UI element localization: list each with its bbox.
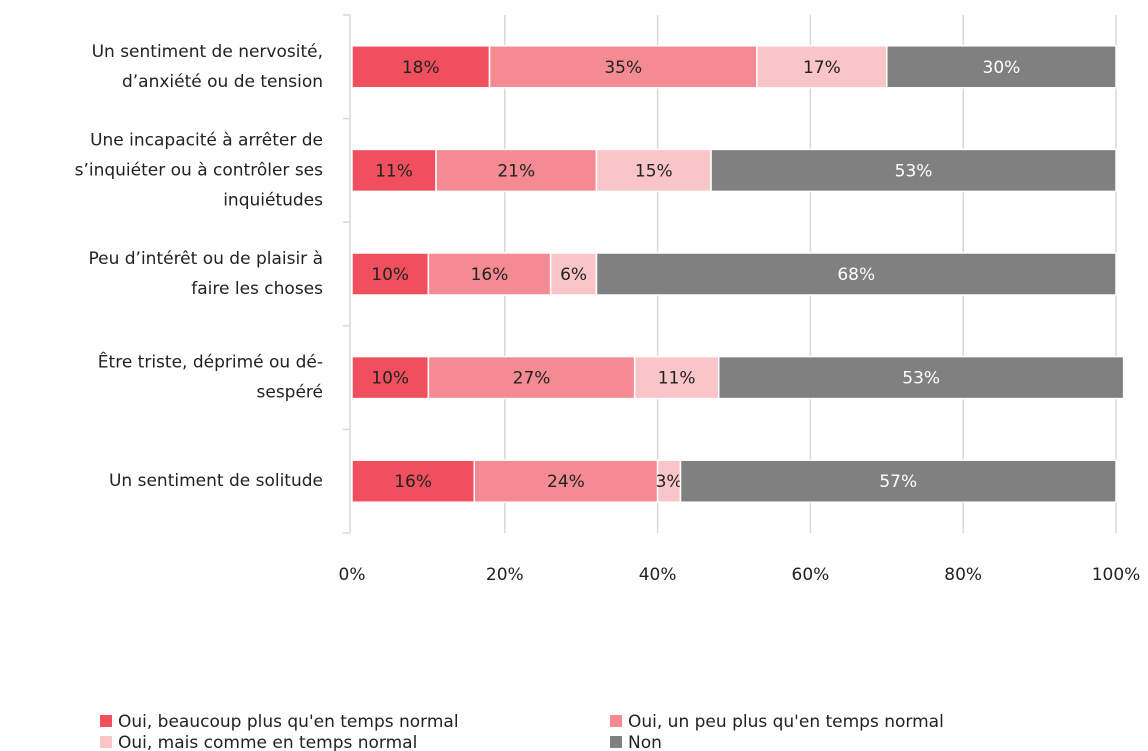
category-label: Peu d’intérêt ou de plaisir à: [88, 249, 323, 269]
bar-segment: [595, 148, 712, 193]
data-label: 24%: [547, 472, 585, 492]
bar-segment: [710, 148, 1117, 193]
bar-segment: [435, 148, 598, 193]
category-label: Un sentiment de nervosité,: [92, 42, 323, 62]
legend-label: Oui, un peu plus qu'en temps normal: [628, 712, 944, 732]
category-label: d’anxiété ou de tension: [122, 72, 323, 92]
data-label: 11%: [375, 161, 413, 181]
bar-segment: [679, 459, 1117, 503]
bar-segment: [717, 355, 1125, 400]
data-label: 57%: [879, 472, 917, 492]
x-tick-label: 40%: [639, 565, 677, 585]
bar-segment: [473, 459, 659, 503]
bar-segment: [488, 45, 758, 89]
x-tick-label: 20%: [486, 565, 524, 585]
bar-segment: [427, 252, 552, 296]
data-label: 10%: [371, 265, 409, 285]
category-label: Un sentiment de solitude: [109, 471, 323, 491]
category-label: faire les choses: [191, 279, 323, 299]
data-label: 17%: [803, 58, 841, 78]
data-label: 16%: [394, 472, 432, 492]
bar-segment: [633, 355, 720, 400]
category-label: s’inquiéter ou à contrôler ses: [75, 160, 324, 180]
bar-segment: [886, 45, 1117, 89]
data-label: 16%: [471, 265, 509, 285]
legend-label: Oui, beaucoup plus qu'en temps normal: [118, 712, 459, 732]
data-label: 15%: [635, 161, 673, 181]
x-tick-label: 80%: [944, 565, 982, 585]
x-tick-label: 100%: [1092, 565, 1141, 585]
bar-segment: [427, 355, 636, 400]
bar-segment: [351, 355, 430, 400]
category-label: sespéré: [257, 383, 324, 403]
data-label: 27%: [513, 369, 551, 389]
data-label: 21%: [497, 161, 535, 181]
bar-segment: [351, 252, 430, 296]
x-tick-label: 60%: [792, 565, 830, 585]
legend-swatch: [610, 715, 622, 727]
bar-segment: [756, 45, 888, 89]
data-label: 18%: [402, 58, 440, 78]
legend-label: Oui, mais comme en temps normal: [118, 733, 417, 751]
legend-label: Non: [628, 733, 662, 751]
data-label: 30%: [983, 58, 1021, 78]
bar-segment: [351, 459, 475, 503]
data-label: 53%: [895, 161, 933, 181]
bar-segment: [549, 252, 598, 296]
data-label: 35%: [604, 58, 642, 78]
data-label: 68%: [837, 265, 875, 285]
legend-swatch: [610, 736, 622, 748]
category-label: inquiétudes: [223, 190, 323, 210]
category-label: Être triste, déprimé ou dé-: [98, 351, 323, 373]
legend-swatch: [100, 715, 112, 727]
legend-swatch: [100, 736, 112, 748]
bar-segment: [595, 252, 1117, 296]
bar-segment: [351, 148, 437, 193]
data-label: 10%: [371, 369, 409, 389]
data-label: 11%: [658, 369, 696, 389]
data-label: 6%: [560, 265, 587, 285]
data-label: 3%: [656, 472, 683, 492]
category-label: Une incapacité à arrêter de: [90, 130, 323, 150]
x-tick-label: 0%: [339, 565, 366, 585]
data-label: 53%: [902, 369, 940, 389]
bar-segment: [351, 45, 491, 89]
